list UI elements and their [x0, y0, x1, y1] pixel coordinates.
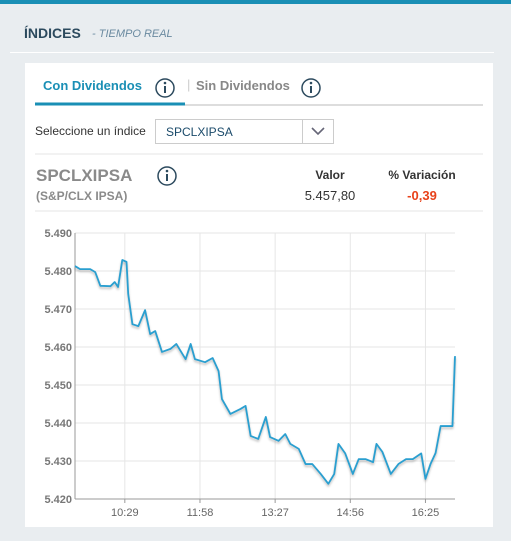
tab-divider: | [187, 77, 191, 92]
x-tick-label: 11:58 [187, 507, 214, 519]
x-tick-label: 10:29 [111, 507, 139, 519]
index-change: -0,39 [407, 188, 437, 203]
y-tick-label: 5.420 [44, 494, 72, 506]
index-name: (S&P/CLX IPSA) [36, 189, 128, 203]
tab[interactable]: Con Dividendos [43, 78, 142, 93]
panel: Con Dividendos | Sin Dividendos Seleccio… [25, 63, 493, 527]
selector-label: Seleccione un índice [35, 124, 146, 138]
value-header: Valor [315, 168, 345, 182]
panel-decor [35, 78, 483, 212]
y-tick-label: 5.490 [44, 228, 72, 240]
index-symbol: SPCLXIPSA [36, 166, 133, 185]
x-tick-label: 13:27 [261, 507, 289, 519]
header-title: ÍNDICES [24, 25, 81, 41]
change-header: % Variación [388, 168, 456, 182]
price-line [74, 259, 456, 485]
y-tick-label: 5.450 [44, 380, 72, 392]
y-tick-label: 5.430 [44, 456, 72, 468]
separator [10, 52, 494, 53]
header-subtitle: - TIEMPO REAL [92, 28, 173, 40]
y-tick-label: 5.480 [44, 266, 72, 278]
y-tick-label: 5.440 [44, 418, 72, 430]
y-tick-label: 5.460 [44, 342, 72, 354]
x-tick-label: 16:25 [412, 507, 440, 519]
y-tick-label: 5.470 [44, 304, 72, 316]
chart: 5.420 5.430 5.440 5.450 5.460 5.470 5.480 5.490… [44, 228, 456, 519]
index-value: 5.457,80 [304, 188, 356, 203]
x-tick-label: 14:56 [337, 507, 365, 519]
tab[interactable]: Sin Dividendos [196, 78, 290, 93]
selector-value[interactable]: SPCLXIPSA [166, 125, 233, 139]
